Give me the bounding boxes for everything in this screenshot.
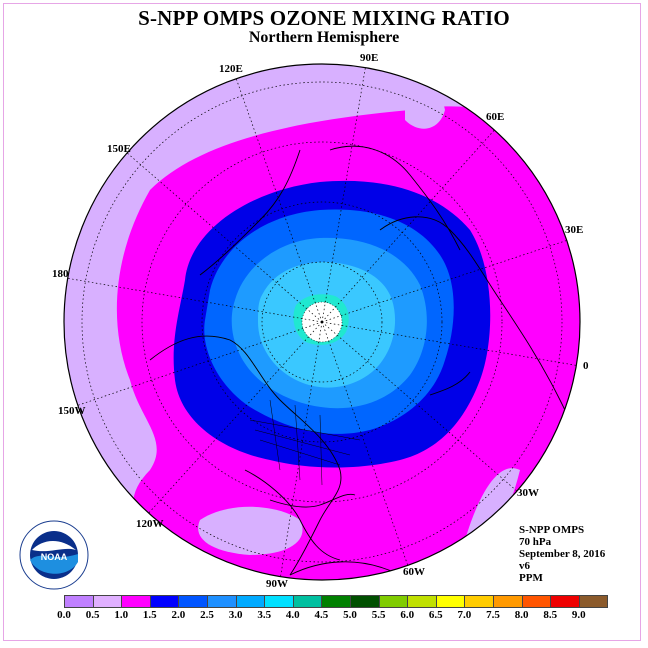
legend-tick-label: 6.5 [428, 609, 443, 621]
map-boundary [63, 63, 581, 581]
legend-swatch [264, 595, 294, 608]
legend-swatch [350, 595, 380, 608]
lon-label-120e: 120E [219, 63, 243, 75]
legend-swatch [207, 595, 237, 608]
legend-tick-label: 3.5 [257, 609, 272, 621]
info-units: PPM [519, 572, 543, 584]
graticule [65, 64, 580, 580]
legend-tick-label: 1.0 [114, 609, 129, 621]
legend-tick-label: 5.5 [371, 609, 386, 621]
legend-swatch [321, 595, 351, 608]
legend-tick-label: 7.5 [486, 609, 500, 621]
legend-tick-label: 8.0 [514, 609, 529, 621]
lon-label-90e: 90E [360, 52, 379, 64]
lon-label-120w: 120W [136, 518, 164, 530]
legend-tick-label: 4.0 [285, 609, 300, 621]
lon-label-150e: 150E [107, 143, 131, 155]
legend-swatch [521, 595, 552, 608]
legend-tick-label: 1.5 [142, 609, 157, 621]
lon-label-30e: 30E [565, 224, 584, 236]
legend-swatch [578, 595, 609, 608]
legend-swatch [149, 595, 180, 608]
legend-swatch [235, 595, 266, 608]
legend-swatch [407, 595, 437, 608]
legend-swatch [292, 595, 323, 608]
info-version: v6 [519, 560, 530, 572]
info-instrument: S-NPP OMPS [519, 524, 585, 536]
legend-swatch [378, 595, 409, 608]
lon-label-180: 180 [52, 268, 69, 280]
legend-swatch [493, 595, 523, 608]
lon-label-90w: 90W [266, 578, 288, 590]
legend-tick-label: 8.5 [543, 609, 558, 621]
legend-tick-label: 9.0 [571, 609, 586, 621]
legend-tick-label: 3.0 [228, 609, 243, 621]
noaa-logo-text: NOAA [41, 552, 68, 562]
lon-label-30w: 30W [517, 487, 539, 499]
ozone-patch-low-1 [405, 86, 445, 129]
lon-label-150w: 150W [58, 405, 86, 417]
figure-frame [3, 3, 641, 641]
legend-swatch [435, 595, 466, 608]
legend-tick-label: 4.5 [314, 609, 329, 621]
map-title: S-NPP OMPS OZONE MIXING RATIO [138, 6, 510, 30]
lon-label-60w: 60W [403, 566, 425, 578]
legend-tick-label: 0.5 [85, 609, 100, 621]
legend-swatch [92, 595, 123, 608]
legend-tick-label: 6.0 [400, 609, 415, 621]
legend-tick-label: 7.0 [457, 609, 472, 621]
info-date: September 8, 2016 [519, 548, 606, 560]
lon-label-0: 0 [583, 360, 589, 372]
legend-tick-label: 0.0 [57, 609, 71, 621]
legend-swatch [121, 595, 151, 608]
legend-tick-label: 5.0 [343, 609, 357, 621]
legend-tick-label: 2.5 [200, 609, 214, 621]
map-subtitle: Northern Hemisphere [248, 29, 400, 46]
legend-tick-label: 2.0 [171, 609, 186, 621]
ozone-patch-low-2 [198, 506, 303, 555]
legend-swatch [464, 595, 494, 608]
admin-borders [249, 399, 361, 486]
legend-swatch [178, 595, 208, 608]
product-info: S-NPP OMPS 70 hPa September 8, 2016 v6 P… [519, 524, 605, 584]
info-level: 70 hPa [519, 536, 552, 548]
legend-swatch [550, 595, 580, 608]
lon-label-60e: 60E [486, 111, 505, 123]
noaa-logo: NOAA [19, 520, 89, 590]
legend-swatch [64, 595, 94, 608]
